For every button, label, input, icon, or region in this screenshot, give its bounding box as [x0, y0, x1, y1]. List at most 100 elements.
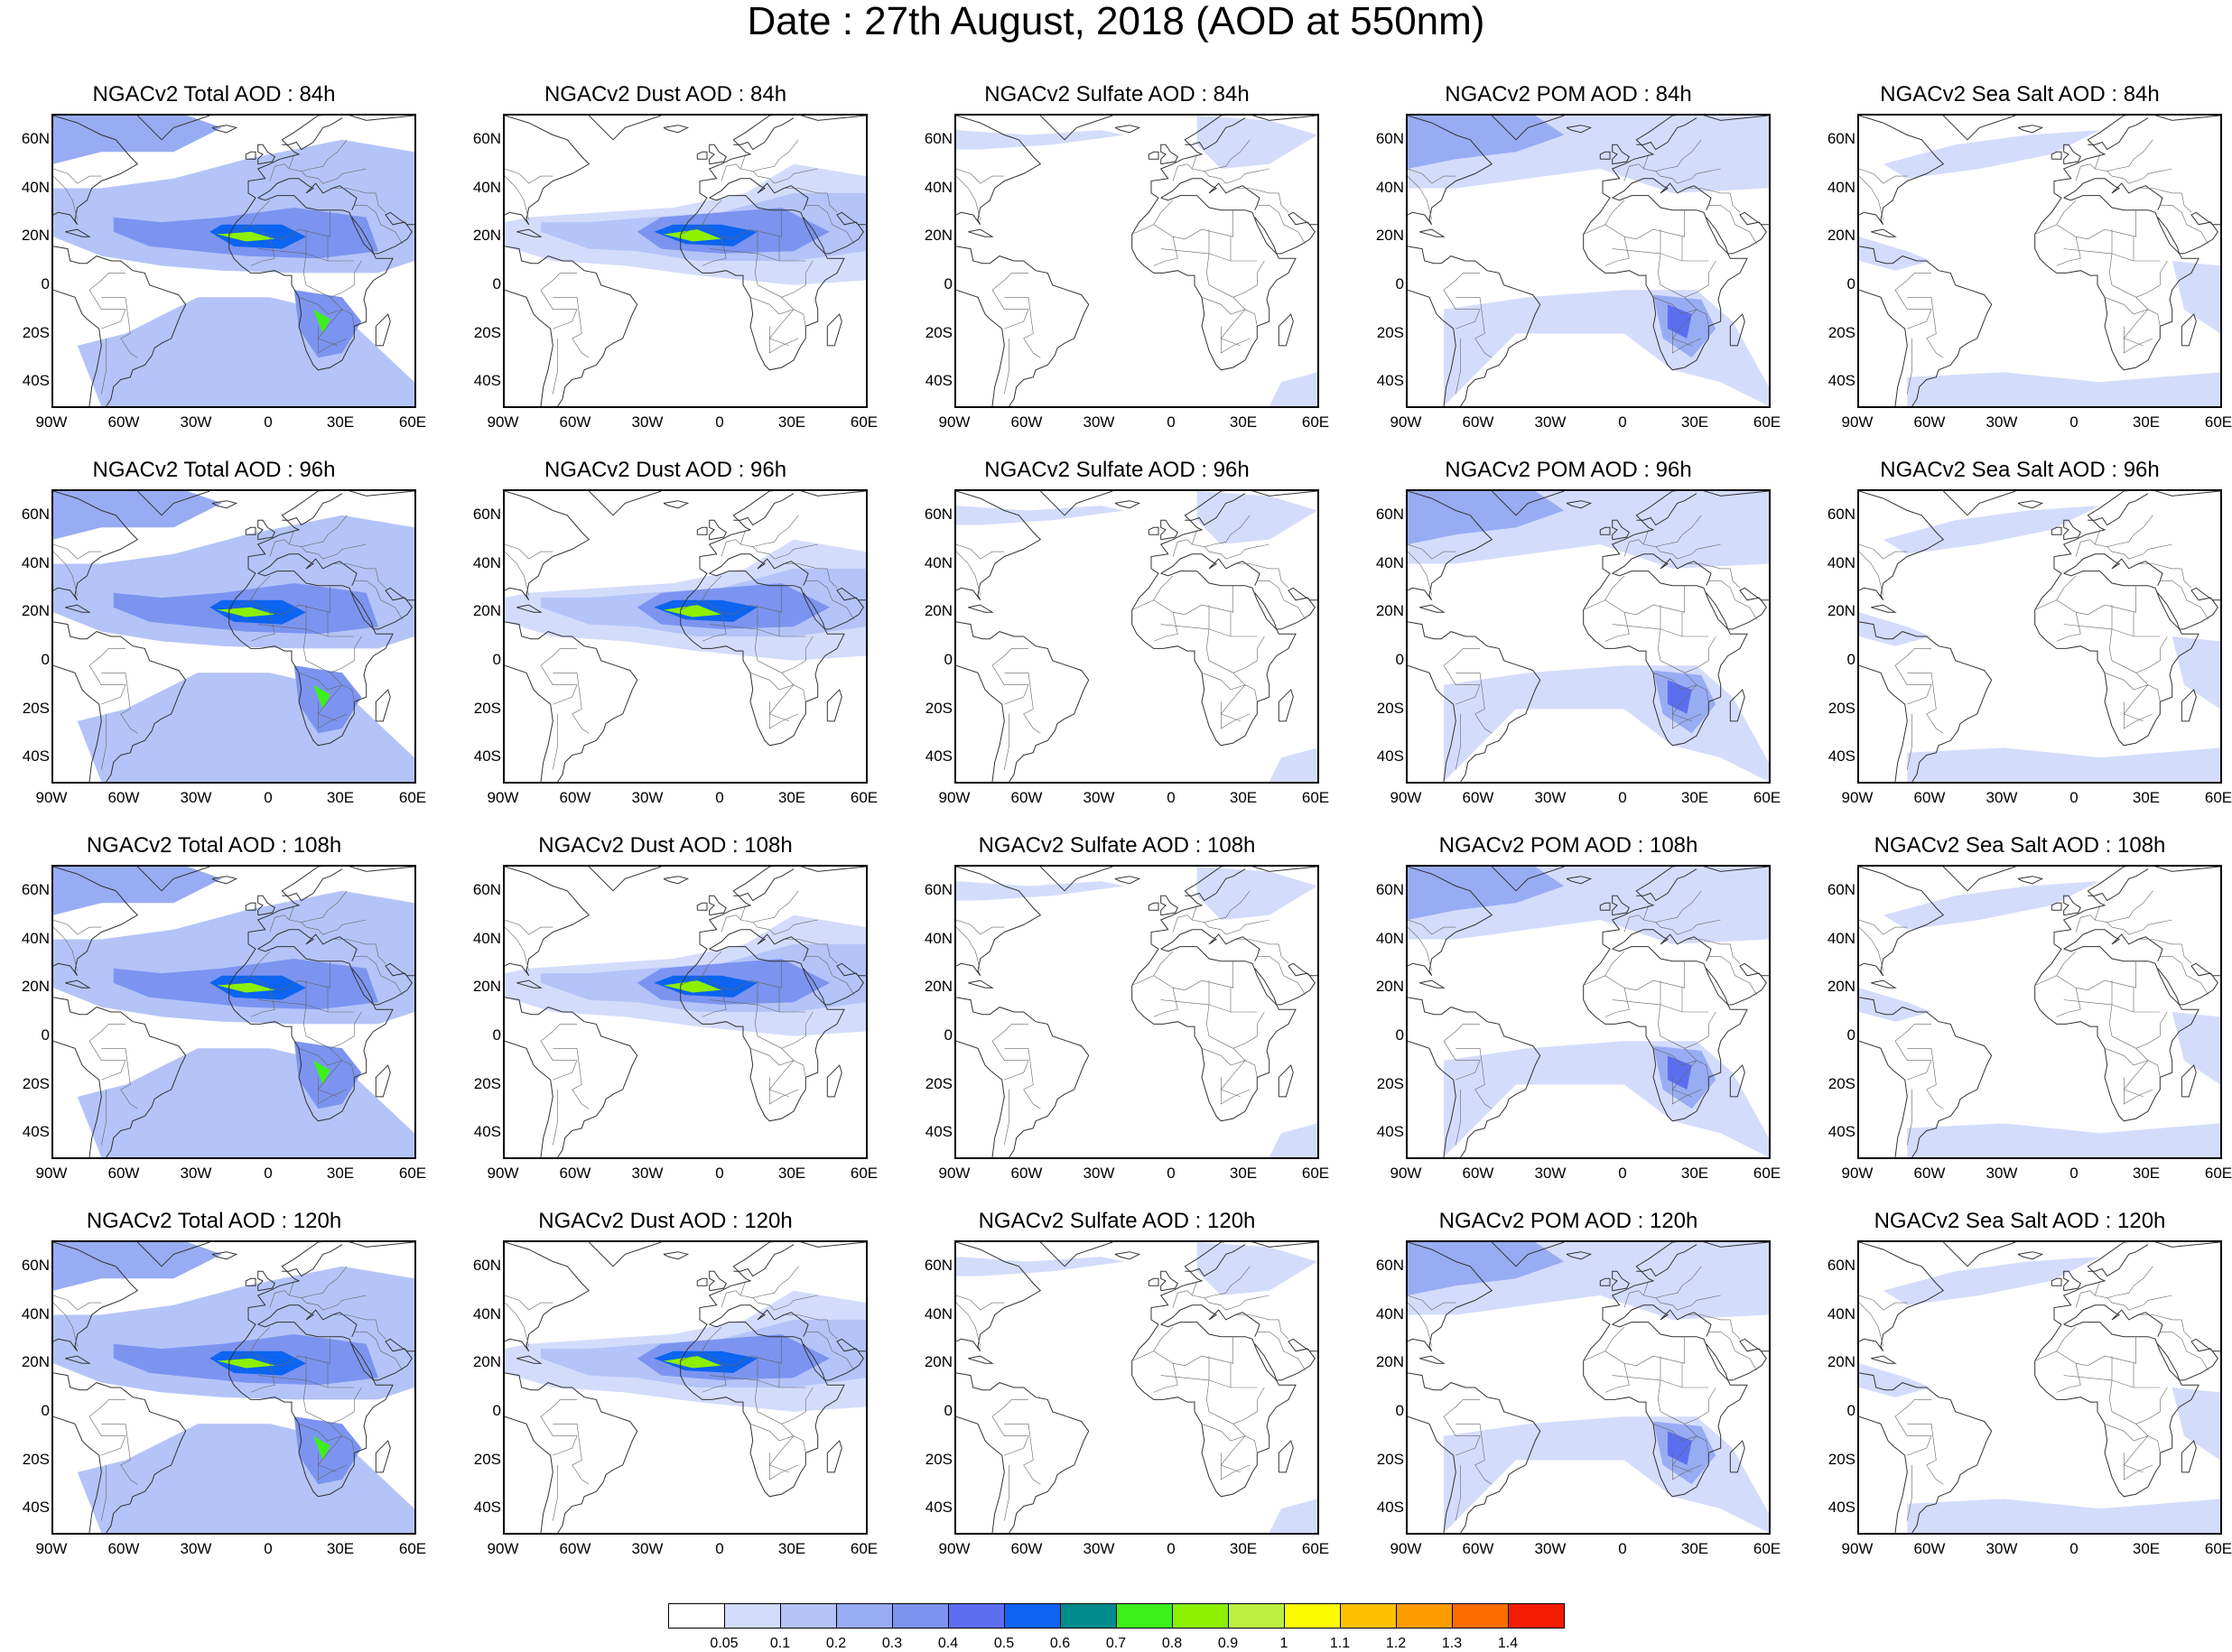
lat-tick-label: 20N: [1827, 602, 1855, 620]
coastline: [956, 621, 1090, 782]
aod-map: [53, 116, 414, 406]
lat-tick-label: 20S: [925, 699, 953, 717]
lon-tick-label: 30W: [631, 1540, 664, 1557]
coastline: [351, 1338, 414, 1381]
country-border: [301, 168, 367, 184]
country-border: [721, 529, 746, 557]
lon-tick-label: 60W: [107, 1165, 140, 1182]
country-border: [721, 905, 746, 933]
map-panel-dust-120h: NGACv2 Dust AOD : 120h 60N 40N 20N 0 20S 40S 90…: [473, 1208, 882, 1578]
map-area: [954, 114, 1319, 408]
map-panel-pom-120h: NGACv2 POM AOD : 120h 60N 40N 20N 0 20S 40S 90W…: [1376, 1208, 1785, 1578]
lon-tick-label: 60W: [1913, 1165, 1946, 1182]
coastline: [696, 526, 708, 535]
colorbar-labels: 0.05 0.1 0.2 0.3 0.4 0.5 0.6 0.7 0.8 0.9 1 1.1 1.2 1.…: [668, 1636, 1564, 1652]
lat-axis: 60N 40N 20N 0 20S 40S: [913, 114, 953, 404]
lat-tick-label: 60N: [472, 1256, 501, 1274]
coastline: [1583, 116, 1769, 371]
map-panel-seasalt-84h: NGACv2 Sea Salt AOD : 84h 60N 40N 20N 0 20S 40…: [1827, 81, 2232, 451]
coastline: [1131, 116, 1317, 371]
coastline: [1254, 1338, 1317, 1381]
lat-tick-label: 60N: [1375, 1256, 1404, 1274]
coastline: [1871, 979, 1897, 988]
coastline: [709, 1270, 727, 1292]
lon-axis: 90W 60W 30W 0 30E 60E: [36, 413, 427, 435]
country-border: [1192, 139, 1251, 172]
country-border: [702, 1336, 782, 1367]
coastline: [588, 116, 662, 141]
lat-tick-label: 40N: [21, 929, 50, 947]
lon-axis: 90W 60W 30W 0 30E 60E: [488, 413, 879, 435]
country-border: [250, 237, 275, 266]
lat-tick-label: 20S: [1376, 699, 1404, 717]
coastline: [803, 1338, 866, 1381]
country-border: [1907, 1048, 1944, 1109]
country-border: [2106, 1295, 2172, 1311]
map-area: [1406, 489, 1771, 784]
country-border: [1672, 1077, 1702, 1105]
country-border: [1153, 1363, 1178, 1393]
country-border: [2075, 153, 2100, 181]
aod-contour-fill: [1269, 1123, 1317, 1157]
map-area: [1406, 114, 1771, 408]
lat-tick-label: 0: [492, 1026, 501, 1044]
lat-tick-label: 20N: [1827, 1353, 1855, 1371]
country-border: [1153, 612, 1178, 642]
aod-contour-fill: [1269, 372, 1317, 406]
country-border: [702, 988, 727, 1017]
lat-tick-label: 60N: [1375, 880, 1404, 898]
colorbar-label: 0.7: [1105, 1636, 1127, 1651]
country-border: [53, 543, 102, 560]
country-border: [1708, 580, 1757, 620]
country-border: [53, 1302, 78, 1347]
country-border: [956, 919, 1005, 935]
panel-title: NGACv2 Sea Salt AOD : 84h: [1880, 82, 2160, 107]
country-border: [2135, 1387, 2168, 1425]
aod-contour-fill: [77, 673, 414, 782]
lon-tick-label: 60E: [2204, 413, 2232, 431]
coastline: [1278, 1064, 1294, 1098]
country-border: [1583, 575, 1625, 610]
country-border: [1172, 153, 1197, 181]
country-border: [2075, 1280, 2100, 1308]
lat-tick-label: 40S: [925, 747, 953, 766]
country-border: [1907, 1424, 1944, 1485]
country-border: [1221, 1077, 1251, 1105]
country-border: [2181, 1319, 2192, 1340]
country-border: [1672, 326, 1702, 354]
country-border: [1604, 988, 1630, 1017]
lat-tick-label: 0: [492, 650, 501, 668]
coastline: [2063, 929, 2163, 961]
panel-title: NGACv2 Total AOD : 108h: [86, 833, 342, 858]
country-border: [1652, 1048, 1709, 1078]
lat-axis: 60N 40N 20N 0 20S 40S: [461, 1240, 501, 1531]
country-border: [1708, 205, 1757, 245]
lon-tick-label: 60E: [850, 413, 879, 431]
country-border: [1907, 1464, 1912, 1521]
coastline: [803, 962, 866, 1006]
country-border: [1455, 1048, 1493, 1109]
country-border: [1204, 543, 1269, 560]
lon-tick-label: 90W: [35, 789, 68, 806]
aod-contour-fill: [1196, 1242, 1317, 1295]
lon-tick-label: 30E: [2132, 413, 2161, 431]
lon-tick-label: 30W: [1083, 1540, 1115, 1557]
colorbar-label: 0.05: [710, 1636, 739, 1651]
coastline: [733, 117, 795, 151]
aod-contour-fill: [313, 1060, 330, 1085]
country-border: [781, 1011, 814, 1049]
coastline: [968, 604, 994, 613]
lon-tick-label: 60W: [107, 1540, 140, 1557]
lat-tick-label: 40N: [21, 1304, 50, 1323]
coastline: [1408, 1372, 1541, 1533]
country-border: [1201, 297, 1258, 327]
coastline: [1612, 553, 1712, 586]
coastline: [2088, 868, 2149, 902]
country-border: [749, 297, 806, 327]
coastline: [1612, 1304, 1712, 1337]
lon-axis: 90W 60W 30W 0 30E 60E: [1842, 789, 2232, 811]
lat-tick-label: 40S: [1827, 747, 1855, 766]
country-border: [250, 1336, 330, 1367]
country-border: [101, 1089, 107, 1146]
country-border: [1004, 297, 1041, 358]
